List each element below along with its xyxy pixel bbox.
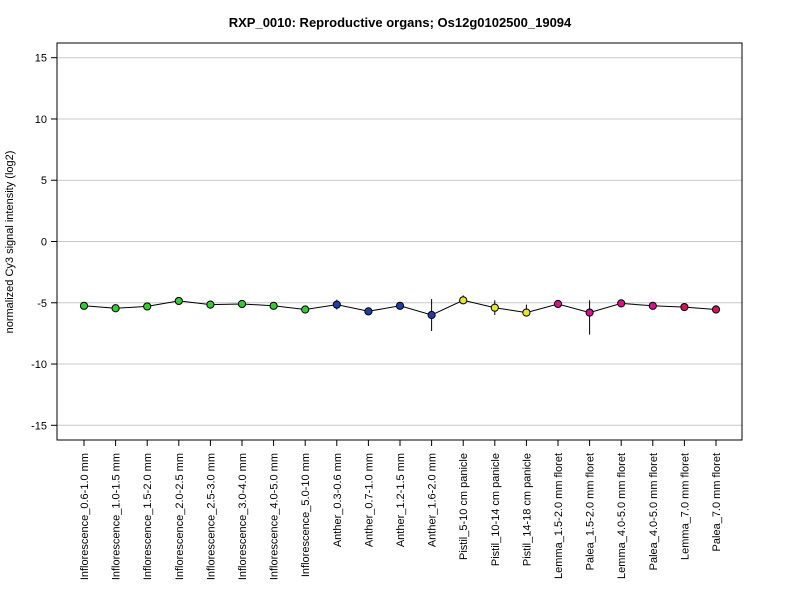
data-point — [143, 302, 152, 311]
x-tick-label: Inflorescence_2.0-2.5 mm — [174, 453, 186, 580]
x-tick-label: Anther_0.3-0.6 mm — [332, 453, 344, 547]
x-tick-label: Palea_1.5-2.0 mm floret — [585, 453, 597, 570]
data-point — [617, 299, 626, 308]
data-point — [711, 305, 721, 314]
x-tick-label: Lemma_1.5-2.0 mm floret — [553, 453, 565, 579]
x-tick-label: Pistil_10-14 cm panicle — [490, 453, 502, 566]
data-point — [553, 299, 563, 309]
chart-title: RXP_0010: Reproductive organs; Os12g0102… — [229, 15, 572, 30]
data-points — [79, 296, 721, 320]
data-point — [269, 301, 278, 310]
x-tick-label: Pistil_5-10 cm panicle — [458, 453, 470, 560]
data-point — [174, 296, 183, 306]
x-tick-label: Inflorescence_1.5-2.0 mm — [142, 453, 154, 580]
x-tick-label: Anther_1.6-2.0 mm — [427, 453, 439, 547]
data-point — [395, 301, 405, 310]
data-point — [585, 308, 594, 317]
y-tick-label: -5 — [37, 298, 47, 310]
data-point — [301, 305, 310, 314]
x-tick-label: Anther_0.7-1.0 mm — [363, 453, 375, 547]
data-point — [79, 301, 89, 310]
y-tick-label: 0 — [41, 237, 47, 249]
data-point — [364, 307, 373, 316]
x-tick-label: Palea_4.0-5.0 mm floret — [648, 453, 660, 570]
gridlines — [57, 57, 742, 426]
y-tick-label: 10 — [35, 114, 47, 126]
data-point — [427, 310, 436, 320]
y-axis: -15 -10 -5 0 5 10 15 — [31, 53, 57, 432]
y-tick-label: -10 — [31, 359, 47, 371]
data-point — [332, 300, 341, 309]
x-tick-label: Inflorescence_5.0-10 mm — [300, 453, 312, 577]
data-point — [111, 304, 120, 313]
data-point — [648, 301, 657, 310]
data-point — [237, 299, 247, 309]
x-tick-label: Inflorescence_4.0-5.0 mm — [269, 453, 281, 580]
x-tick-label: Inflorescence_3.0-4.0 mm — [237, 453, 249, 580]
y-tick-label: -15 — [31, 420, 47, 432]
data-point — [680, 302, 689, 312]
y-tick-label: 5 — [41, 175, 47, 187]
x-tick-label: Anther_1.2-1.5 mm — [395, 453, 407, 547]
data-point — [490, 303, 499, 312]
x-tick-label: Palea_7.0 mm floret — [711, 453, 723, 551]
y-tick-label: 15 — [35, 53, 47, 65]
data-point — [459, 296, 468, 305]
x-tick-label: Inflorescence_2.5-3.0 mm — [205, 453, 217, 580]
x-tick-label: Inflorescence_1.0-1.5 mm — [111, 453, 123, 580]
y-axis-label: normalized Cy3 signal intensity (log2) — [4, 151, 16, 334]
plot-frame — [56, 42, 743, 441]
x-tick-label: Lemma_7.0 mm floret — [679, 453, 691, 560]
data-point — [522, 308, 531, 317]
x-tick-label: Pistil_14-18 cm panicle — [521, 453, 533, 566]
x-tick-label: Lemma_4.0-5.0 mm floret — [616, 453, 628, 579]
x-tick-label: Inflorescence_0.6-1.0 mm — [79, 453, 91, 580]
data-point — [206, 300, 215, 309]
x-axis: Inflorescence_0.6-1.0 mm Inflorescence_1.… — [79, 440, 723, 580]
